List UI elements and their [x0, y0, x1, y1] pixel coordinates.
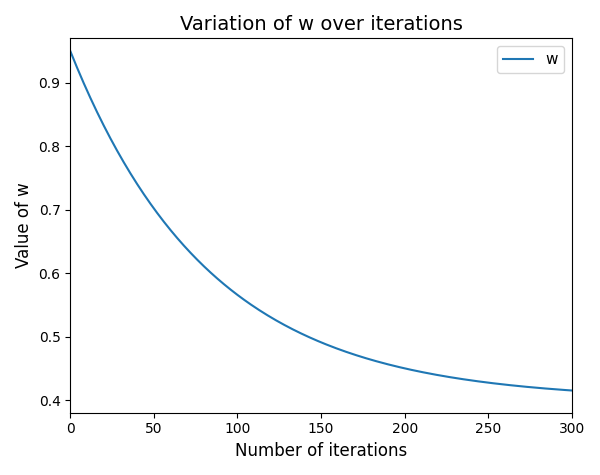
X-axis label: Number of iterations: Number of iterations [235, 442, 407, 460]
w [490, 380, 497, 386]
w [568, 388, 575, 393]
Line: w: w [70, 51, 572, 390]
w [532, 385, 539, 390]
w [461, 377, 469, 382]
w [286, 325, 293, 331]
w [409, 367, 416, 373]
Y-axis label: Value of w: Value of w [15, 183, 33, 268]
Legend: w: w [497, 46, 564, 73]
w [67, 48, 74, 54]
w [269, 315, 276, 321]
Title: Variation of w over iterations: Variation of w over iterations [179, 15, 463, 34]
